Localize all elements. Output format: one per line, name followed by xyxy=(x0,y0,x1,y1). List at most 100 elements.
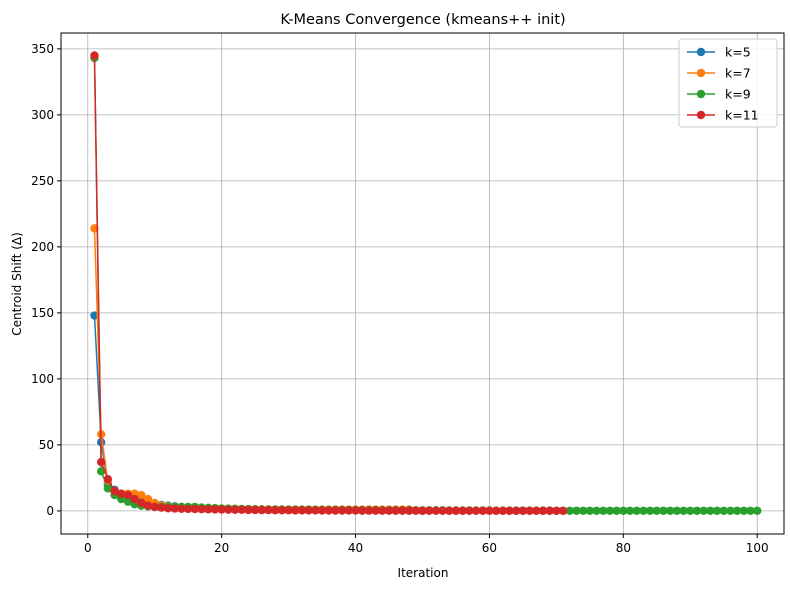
data-point-k-11 xyxy=(123,490,133,500)
data-point-k-11 xyxy=(137,498,146,508)
data-point-k-9 xyxy=(665,506,675,515)
data-point-k-11 xyxy=(130,494,139,504)
data-point-k-9 xyxy=(672,506,682,515)
data-point-k-11 xyxy=(190,504,200,514)
data-point-k-9 xyxy=(605,506,615,515)
data-point-k-9 xyxy=(732,506,742,515)
y-tick-label: 250 xyxy=(31,174,54,188)
data-point-k-11 xyxy=(518,506,528,515)
data-point-k-9 xyxy=(639,506,648,515)
data-point-k-9 xyxy=(612,506,621,515)
data-point-k-11 xyxy=(451,506,461,515)
data-point-k-11 xyxy=(143,501,153,510)
data-point-k-9 xyxy=(739,506,749,515)
legend-label: k=9 xyxy=(725,87,751,102)
data-point-k-11 xyxy=(431,506,441,515)
legend-item-k-5: k=5 xyxy=(687,45,751,60)
legend-swatch-marker xyxy=(696,110,706,120)
data-point-k-11 xyxy=(311,506,320,515)
data-point-k-11 xyxy=(331,506,340,515)
legend-item-k-11: k=11 xyxy=(687,108,759,123)
data-point-k-11 xyxy=(103,475,113,484)
series-k-11 xyxy=(90,51,568,515)
data-point-k-9 xyxy=(123,497,133,506)
data-point-k-11 xyxy=(438,506,447,515)
data-point-k-11 xyxy=(478,506,487,515)
data-point-k-9 xyxy=(652,506,662,515)
data-point-k-9 xyxy=(625,506,635,515)
y-axis-title: Centroid Shift (Δ) xyxy=(10,232,24,336)
chart-title: K-Means Convergence (kmeans++ init) xyxy=(280,12,565,28)
data-point-k-9 xyxy=(679,506,688,515)
data-point-k-11 xyxy=(505,506,514,515)
data-point-k-9 xyxy=(645,506,655,515)
data-point-k-11 xyxy=(197,504,206,514)
data-point-k-11 xyxy=(277,506,287,515)
data-point-k-11 xyxy=(458,506,467,515)
data-point-k-11 xyxy=(445,506,454,515)
legend: k=5 k=7 k=9 k=11 xyxy=(678,38,778,128)
data-point-k-11 xyxy=(545,506,554,515)
data-point-k-11 xyxy=(465,506,474,515)
data-point-k-7 xyxy=(143,494,153,504)
legend-item-k-9: k=9 xyxy=(687,87,751,102)
data-point-k-11 xyxy=(157,503,166,512)
data-point-k-11 xyxy=(163,504,173,513)
y-tick-label: 50 xyxy=(39,438,54,452)
data-point-k-11 xyxy=(177,504,186,513)
x-tick-label: 20 xyxy=(214,541,229,555)
data-point-k-11 xyxy=(217,505,226,514)
data-point-k-9 xyxy=(599,506,608,515)
y-tick-label: 0 xyxy=(46,504,54,518)
data-point-k-9 xyxy=(726,506,735,515)
data-point-k-11 xyxy=(391,506,400,515)
data-point-k-11 xyxy=(317,506,327,515)
x-axis-title: Iteration xyxy=(398,566,449,580)
data-point-k-11 xyxy=(418,506,427,515)
data-point-k-11 xyxy=(512,506,521,515)
data-point-k-11 xyxy=(525,506,534,515)
data-point-k-11 xyxy=(558,506,568,515)
data-point-k-9 xyxy=(692,506,702,515)
data-point-k-11 xyxy=(244,505,253,515)
x-tick-label: 40 xyxy=(348,541,363,555)
data-point-k-11 xyxy=(344,506,354,515)
data-point-k-11 xyxy=(297,506,307,515)
data-point-k-11 xyxy=(170,504,180,513)
y-tick-label: 150 xyxy=(31,306,54,320)
data-point-k-11 xyxy=(378,506,387,515)
data-point-k-9 xyxy=(565,506,574,515)
data-point-k-11 xyxy=(224,505,233,514)
x-tick-label: 0 xyxy=(84,541,92,555)
data-point-k-11 xyxy=(96,457,106,467)
plot-frame xyxy=(60,32,785,535)
y-tick-label: 100 xyxy=(31,372,54,386)
plot-area: 0 20 40 60 80 100 0 50 100 150 200 250 300 350 xyxy=(31,32,785,555)
data-point-k-11 xyxy=(471,506,481,515)
data-point-k-11 xyxy=(264,505,273,515)
data-point-k-11 xyxy=(398,506,407,515)
series-layer xyxy=(90,51,762,515)
grid-layer xyxy=(61,33,784,534)
data-point-k-9 xyxy=(103,484,113,493)
y-tick-label: 300 xyxy=(31,108,54,122)
data-point-k-7 xyxy=(137,490,146,500)
x-tick-label: 60 xyxy=(482,541,497,555)
legend-label: k=7 xyxy=(725,66,751,81)
data-point-k-11 xyxy=(210,505,220,514)
data-point-k-11 xyxy=(371,506,380,515)
y-tick-label: 200 xyxy=(31,240,54,254)
data-point-k-11 xyxy=(237,505,246,515)
data-point-k-11 xyxy=(491,506,501,515)
y-tick-label: 350 xyxy=(31,42,54,56)
data-point-k-9 xyxy=(706,506,715,515)
legend-label: k=5 xyxy=(725,45,751,60)
legend-swatch-marker xyxy=(696,89,706,99)
data-point-k-11 xyxy=(257,505,267,515)
data-point-k-11 xyxy=(364,506,374,515)
data-point-k-9 xyxy=(659,506,668,515)
data-point-k-9 xyxy=(753,506,762,515)
data-point-k-11 xyxy=(538,506,548,515)
data-point-k-11 xyxy=(304,506,313,515)
